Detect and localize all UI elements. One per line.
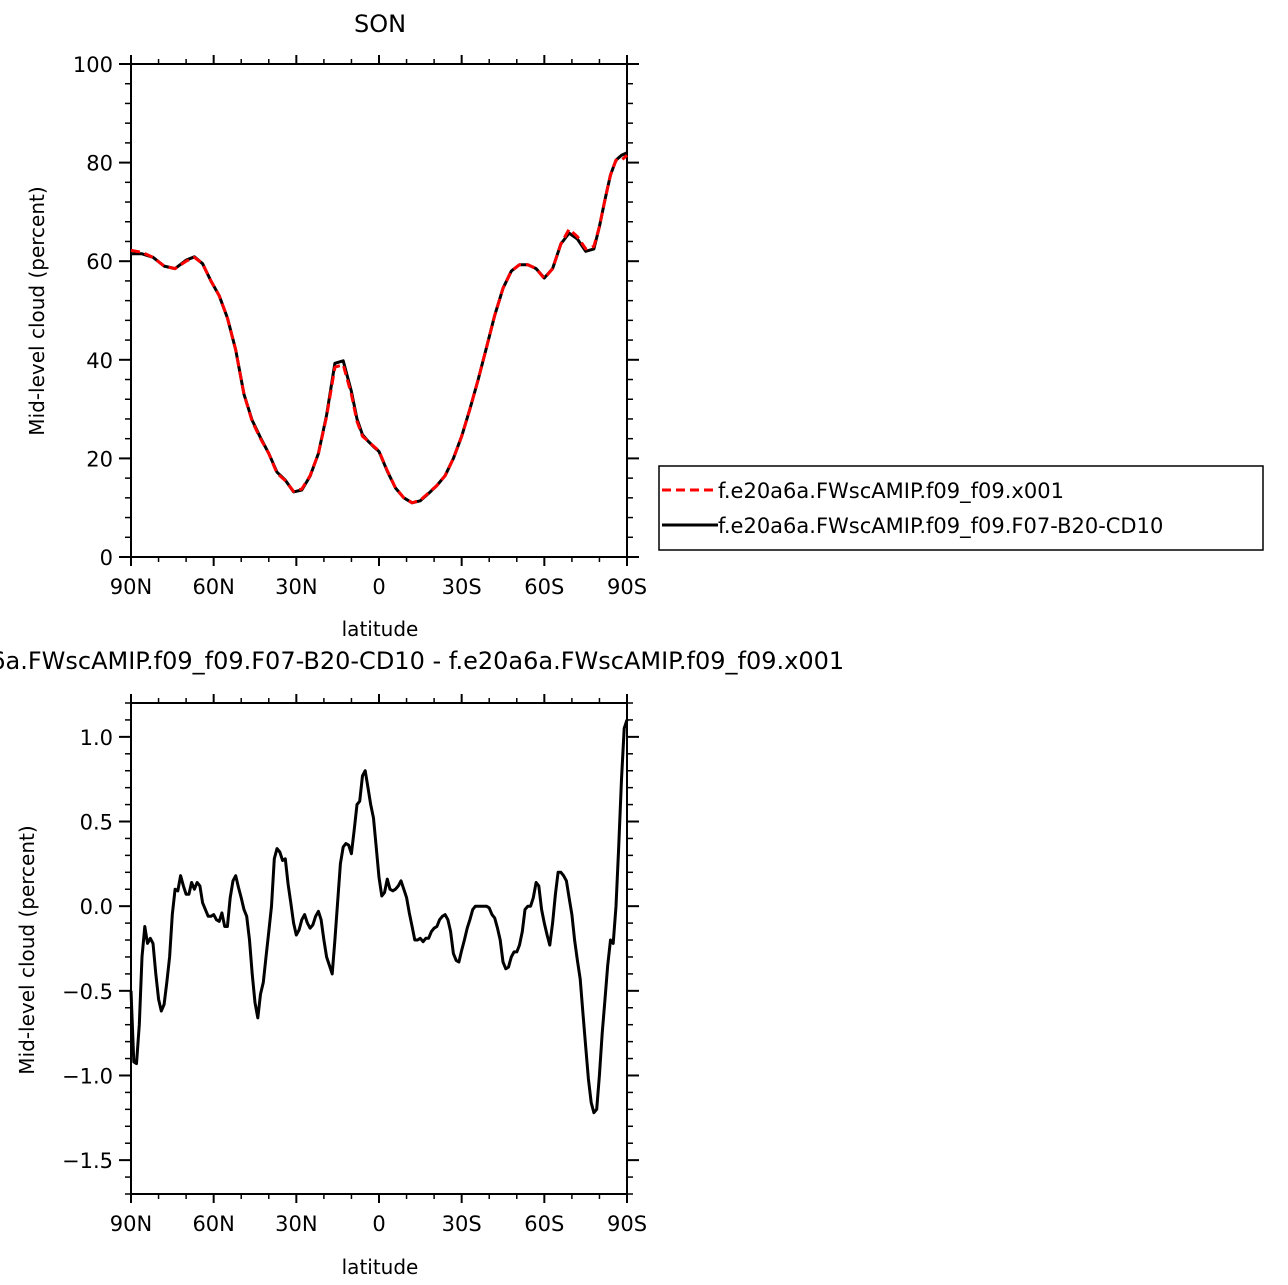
top-y-tick-label: 100 <box>73 53 113 77</box>
top-x-tick-label: 60N <box>192 575 234 599</box>
bottom-x-tick-label: 60N <box>192 1212 234 1236</box>
top-series-line-1 <box>130 154 628 505</box>
bottom-x-tick-label: 90N <box>110 1212 152 1236</box>
bottom-y-tick-label: 1.0 <box>80 726 113 750</box>
top-x-tick-label: 90S <box>607 575 647 599</box>
top-y-tick-label: 20 <box>86 447 113 471</box>
bottom-x-tick-label: 30S <box>442 1212 482 1236</box>
bottom-x-tick-label: 0 <box>372 1212 385 1236</box>
legend-box <box>658 465 1264 551</box>
top-plot-frame <box>130 63 628 558</box>
bottom-y-tick-label: −1.5 <box>62 1149 113 1173</box>
bottom-x-tick-label: 30N <box>275 1212 317 1236</box>
top-plot-lines <box>130 151 628 505</box>
bottom-panel-difference: f.e20a6a.FWscAMIP.f09_f09.F07-B20-CD10 -… <box>0 647 844 1279</box>
bottom-y-tick-label: 0.5 <box>80 811 113 835</box>
legend-label-series-2: f.e20a6a.FWscAMIP.f09_f09.F07-B20-CD10 <box>718 514 1163 539</box>
bottom-x-tick-label: 90S <box>607 1212 647 1236</box>
bottom-y-axis-label: Mid-level cloud (percent) <box>15 825 39 1074</box>
top-legend: f.e20a6a.FWscAMIP.f09_f09.x001 f.e20a6a.… <box>658 465 1264 551</box>
top-y-tick-label: 40 <box>86 349 113 373</box>
top-series-line-2 <box>131 151 628 505</box>
bottom-y-tick-label: −1.0 <box>62 1064 113 1088</box>
top-x-axis-label: latitude <box>342 617 419 641</box>
top-x-tick-label: 30N <box>275 575 317 599</box>
bottom-chart-title: f.e20a6a.FWscAMIP.f09_f09.F07-B20-CD10 -… <box>0 647 844 675</box>
bottom-y-tick-label: −0.5 <box>62 980 113 1004</box>
top-y-axis-label: Mid-level cloud (percent) <box>25 186 49 435</box>
top-y-tick-label: 80 <box>86 152 113 176</box>
bottom-x-axis-label: latitude <box>342 1255 419 1279</box>
top-x-tick-label: 60S <box>524 575 564 599</box>
bottom-plot-frame <box>130 702 628 1195</box>
top-panel-son: SON latitude Mid-level cloud (percent) 9… <box>25 10 1264 641</box>
top-y-tick-label: 60 <box>86 250 113 274</box>
top-axes: 90N 60N 30N 0 30S 60S 90S 0 20 40 60 80 100 <box>73 53 647 599</box>
bottom-axes: 90N 60N 30N 0 30S 60S 90S −1.5 −1.0 −0.5 0.0 0.5 1.0 <box>62 694 647 1236</box>
legend-label-series-1: f.e20a6a.FWscAMIP.f09_f09.x001 <box>718 479 1064 504</box>
top-chart-title: SON <box>354 10 406 38</box>
top-y-tick-label: 0 <box>100 546 113 570</box>
top-x-tick-label: 90N <box>110 575 152 599</box>
top-x-tick-label: 30S <box>442 575 482 599</box>
top-x-tick-label: 0 <box>372 575 385 599</box>
bottom-plot-lines <box>129 719 629 1115</box>
bottom-x-tick-label: 60S <box>524 1212 564 1236</box>
bottom-y-tick-label: 0.0 <box>80 895 113 919</box>
bottom-series-line-1 <box>129 719 629 1115</box>
